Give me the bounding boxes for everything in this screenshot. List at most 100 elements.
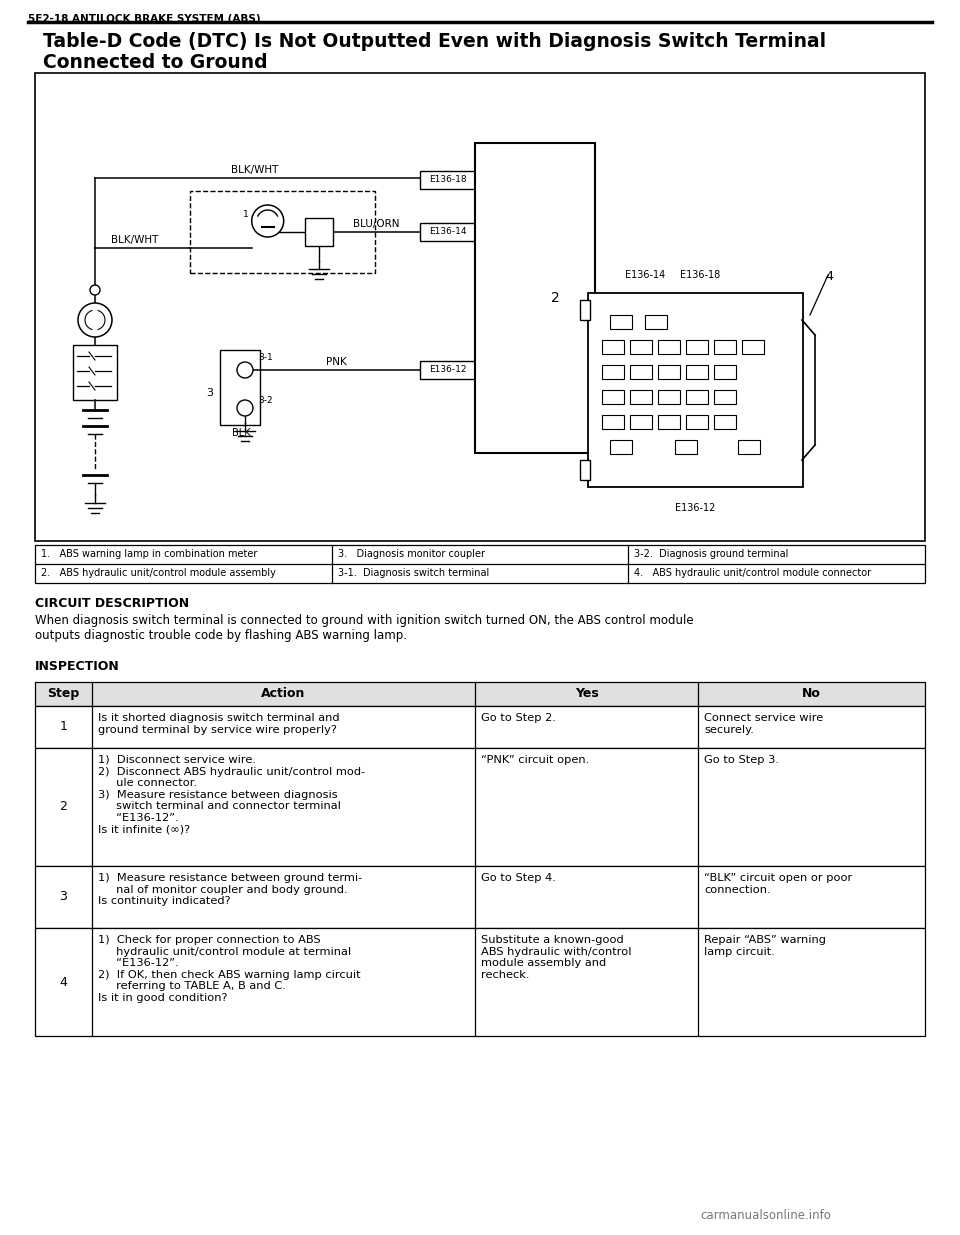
Circle shape <box>78 303 112 337</box>
Bar <box>675 440 697 454</box>
Text: Go to Step 3.: Go to Step 3. <box>704 755 779 764</box>
Text: 3: 3 <box>206 388 213 398</box>
Bar <box>35 927 925 1036</box>
Bar <box>35 706 925 748</box>
Text: 2: 2 <box>551 291 560 305</box>
Circle shape <box>252 205 284 237</box>
Text: 4.   ABS hydraulic unit/control module connector: 4. ABS hydraulic unit/control module con… <box>635 568 872 578</box>
Text: Yes: Yes <box>575 687 598 700</box>
Bar <box>588 293 803 487</box>
Bar <box>602 366 624 379</box>
Text: Step: Step <box>47 687 80 700</box>
Bar <box>630 340 652 354</box>
Bar <box>714 390 736 404</box>
Text: INSPECTION: INSPECTION <box>35 659 120 673</box>
Text: 3-1.  Diagnosis switch terminal: 3-1. Diagnosis switch terminal <box>338 568 489 578</box>
Bar <box>420 170 475 189</box>
Text: 2.   ABS hydraulic unit/control module assembly: 2. ABS hydraulic unit/control module ass… <box>41 568 276 578</box>
Bar <box>686 340 708 354</box>
Text: Action: Action <box>261 687 305 700</box>
Circle shape <box>237 362 253 378</box>
Text: Is it shorted diagnosis switch terminal and
ground terminal by service wire prop: Is it shorted diagnosis switch terminal … <box>98 713 340 735</box>
Text: outputs diagnostic trouble code by flashing ABS warning lamp.: outputs diagnostic trouble code by flash… <box>35 629 407 642</box>
Bar <box>658 390 680 404</box>
Bar <box>304 219 333 246</box>
Text: “BLK” circuit open or poor
connection.: “BLK” circuit open or poor connection. <box>704 873 852 894</box>
Text: 3.   Diagnosis monitor coupler: 3. Diagnosis monitor coupler <box>338 550 485 559</box>
Bar <box>610 440 632 454</box>
Text: 4: 4 <box>825 270 833 283</box>
Text: E136-12: E136-12 <box>675 503 715 513</box>
Text: 1)  Disconnect service wire.
2)  Disconnect ABS hydraulic unit/control mod-
    : 1) Disconnect service wire. 2) Disconnec… <box>98 755 365 835</box>
Text: “PNK” circuit open.: “PNK” circuit open. <box>481 755 589 764</box>
Bar <box>630 390 652 404</box>
Text: Go to Step 2.: Go to Step 2. <box>481 713 556 722</box>
Bar <box>738 440 760 454</box>
Bar <box>35 748 925 866</box>
Text: Connect service wire
securely.: Connect service wire securely. <box>704 713 824 735</box>
Text: E136-14: E136-14 <box>429 227 467 236</box>
Bar <box>630 366 652 379</box>
Bar <box>73 345 117 400</box>
Bar <box>610 315 632 329</box>
Text: 5E2-18 ANTILOCK BRAKE SYSTEM (ABS): 5E2-18 ANTILOCK BRAKE SYSTEM (ABS) <box>28 14 260 23</box>
Text: 2: 2 <box>60 800 67 814</box>
Bar <box>475 143 595 453</box>
Text: No: No <box>802 687 821 700</box>
Bar <box>686 390 708 404</box>
Bar <box>220 350 260 425</box>
Bar <box>742 340 764 354</box>
Bar <box>602 340 624 354</box>
Text: 3: 3 <box>60 890 67 904</box>
Bar <box>714 366 736 379</box>
Text: 3-1: 3-1 <box>258 353 273 362</box>
Bar <box>658 340 680 354</box>
Circle shape <box>90 285 100 295</box>
Text: Connected to Ground: Connected to Ground <box>43 53 268 72</box>
Bar <box>190 191 375 273</box>
Text: Table-D Code (DTC) Is Not Outputted Even with Diagnosis Switch Terminal: Table-D Code (DTC) Is Not Outputted Even… <box>43 32 827 51</box>
Text: 1.   ABS warning lamp in combination meter: 1. ABS warning lamp in combination meter <box>41 550 257 559</box>
Text: 1: 1 <box>243 210 249 219</box>
Circle shape <box>237 400 253 416</box>
Text: carmanualsonline.info: carmanualsonline.info <box>700 1209 830 1221</box>
Text: BLK/WHT: BLK/WHT <box>231 165 278 175</box>
Bar <box>580 459 590 480</box>
Bar <box>630 415 652 429</box>
Bar <box>602 415 624 429</box>
Text: E136-14: E136-14 <box>625 270 665 280</box>
Text: Go to Step 4.: Go to Step 4. <box>481 873 556 883</box>
Bar <box>580 300 590 320</box>
Bar <box>35 545 925 583</box>
Bar <box>420 224 475 241</box>
Text: PNK: PNK <box>326 357 347 367</box>
Text: 3-2: 3-2 <box>258 396 273 405</box>
Bar <box>714 340 736 354</box>
Text: 1)  Measure resistance between ground termi-
     nal of monitor coupler and bod: 1) Measure resistance between ground ter… <box>98 873 362 906</box>
Bar <box>714 415 736 429</box>
Bar <box>658 415 680 429</box>
Bar <box>658 366 680 379</box>
Text: 4: 4 <box>60 976 67 988</box>
Text: BLK/WHT: BLK/WHT <box>111 235 158 245</box>
Text: 1: 1 <box>60 720 67 734</box>
Bar <box>420 361 475 379</box>
Text: E136-12: E136-12 <box>429 366 467 374</box>
Text: 1)  Check for proper connection to ABS
     hydraulic unit/control module at ter: 1) Check for proper connection to ABS hy… <box>98 935 361 1003</box>
Text: BLK: BLK <box>232 429 251 438</box>
Bar <box>686 415 708 429</box>
Bar <box>35 682 925 706</box>
Text: CIRCUIT DESCRIPTION: CIRCUIT DESCRIPTION <box>35 597 189 610</box>
Text: When diagnosis switch terminal is connected to ground with ignition switch turne: When diagnosis switch terminal is connec… <box>35 614 694 627</box>
Bar <box>35 73 925 541</box>
Text: 3-2.  Diagnosis ground terminal: 3-2. Diagnosis ground terminal <box>635 550 789 559</box>
Bar <box>35 866 925 927</box>
Text: E136-18: E136-18 <box>680 270 720 280</box>
Text: BLU/ORN: BLU/ORN <box>353 219 399 228</box>
Text: Repair “ABS” warning
lamp circuit.: Repair “ABS” warning lamp circuit. <box>704 935 826 957</box>
Text: E136-18: E136-18 <box>429 175 467 184</box>
Text: Substitute a known-good
ABS hydraulic with/control
module assembly and
recheck.: Substitute a known-good ABS hydraulic wi… <box>481 935 632 979</box>
Bar <box>645 315 667 329</box>
Bar <box>602 390 624 404</box>
Bar <box>686 366 708 379</box>
